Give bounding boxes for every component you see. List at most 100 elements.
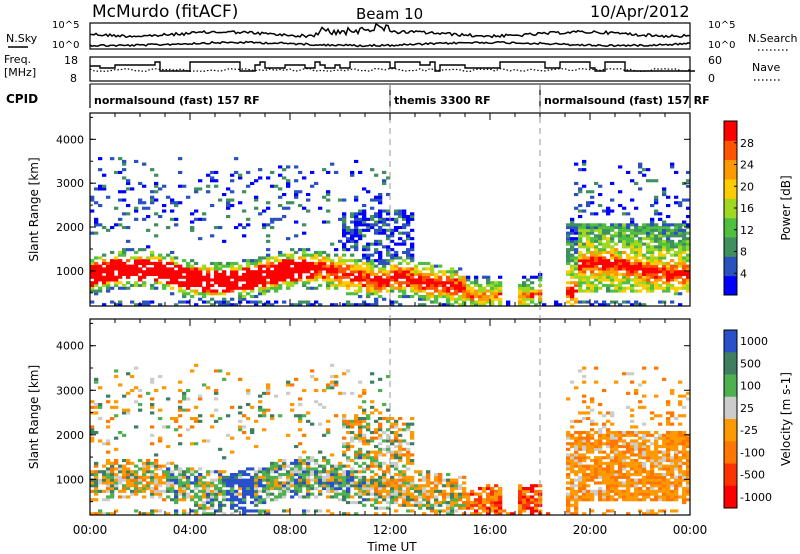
heatmap-cell <box>366 450 371 454</box>
heatmap-cell <box>214 289 219 293</box>
heatmap-cell <box>590 475 595 479</box>
heatmap-cell <box>122 475 127 479</box>
heatmap-cell <box>670 162 675 166</box>
heatmap-cell <box>646 495 651 499</box>
heatmap-cell <box>290 383 295 387</box>
heatmap-cell <box>378 481 383 485</box>
heatmap-cell <box>598 473 603 477</box>
heatmap-cell <box>330 467 335 471</box>
heatmap-cell <box>158 436 163 440</box>
heatmap-cell <box>206 470 211 474</box>
heatmap-cell <box>246 261 251 265</box>
heatmap-cell <box>678 478 683 482</box>
heatmap-cell <box>182 481 187 485</box>
heatmap-cell <box>354 159 359 163</box>
heatmap-cell <box>682 442 687 446</box>
heatmap-cell <box>362 245 367 249</box>
heatmap-cell <box>674 270 679 274</box>
heatmap-cell <box>474 281 479 285</box>
heatmap-cell <box>206 278 211 282</box>
heatmap-cell <box>222 495 227 499</box>
heatmap-cell <box>346 283 351 287</box>
heatmap-cell <box>522 297 527 301</box>
heatmap-cell <box>662 261 667 265</box>
heatmap-cell <box>282 484 287 488</box>
heatmap-cell <box>402 470 407 474</box>
heatmap-cell <box>278 264 283 268</box>
y-tick-label: 3000 <box>56 177 84 190</box>
heatmap-cell <box>290 478 295 482</box>
heatmap-cell <box>682 228 687 232</box>
heatmap-cell <box>586 456 591 460</box>
heatmap-cell <box>162 386 167 390</box>
heatmap-cell <box>394 433 399 437</box>
heatmap-cell <box>126 204 131 208</box>
heatmap-cell <box>686 397 691 401</box>
heatmap-cell <box>202 264 207 268</box>
heatmap-cell <box>294 193 299 197</box>
colorbar-swatch <box>724 179 737 199</box>
heatmap-cell <box>422 498 427 502</box>
heatmap-cell <box>642 275 647 279</box>
heatmap-cell <box>454 289 459 293</box>
heatmap-cell <box>686 223 691 227</box>
heatmap-cell <box>118 272 123 276</box>
heatmap-cell <box>398 237 403 241</box>
heatmap-cell <box>238 484 243 488</box>
heatmap-cell <box>342 470 347 474</box>
heatmap-cell <box>518 495 523 499</box>
heatmap-cell <box>326 461 331 465</box>
heatmap-cell <box>246 391 251 395</box>
heatmap-cell <box>366 295 371 299</box>
heatmap-cell <box>678 270 683 274</box>
heatmap-cell <box>598 270 603 274</box>
heatmap-cell <box>222 456 227 460</box>
heatmap-cell <box>370 498 375 502</box>
heatmap-cell <box>366 259 371 263</box>
heatmap-cell <box>434 281 439 285</box>
heatmap-cell <box>574 484 579 488</box>
heatmap-cell <box>334 261 339 265</box>
heatmap-cell <box>194 303 199 307</box>
heatmap-cell <box>306 303 311 307</box>
heatmap-cell <box>258 289 263 293</box>
heatmap-cell <box>342 248 347 252</box>
heatmap-cell <box>346 239 351 243</box>
heatmap-cell <box>406 450 411 454</box>
heatmap-cell <box>294 278 299 282</box>
heatmap-cell <box>266 481 271 485</box>
heatmap-cell <box>566 464 571 468</box>
heatmap-cell <box>638 445 643 449</box>
heatmap-cell <box>278 259 283 263</box>
heatmap-cell <box>634 467 639 471</box>
heatmap-cell <box>174 481 179 485</box>
heatmap-cell <box>314 459 319 463</box>
heatmap-cell <box>434 512 439 516</box>
heatmap-cell <box>402 473 407 477</box>
heatmap-cell <box>326 170 331 174</box>
heatmap-cell <box>202 475 207 479</box>
heatmap-cell <box>266 478 271 482</box>
heatmap-cell <box>422 272 427 276</box>
heatmap-cell <box>658 267 663 271</box>
heatmap-cell <box>366 484 371 488</box>
heatmap-cell <box>534 275 539 279</box>
heatmap-cell <box>218 261 223 265</box>
heatmap-cell <box>126 281 131 285</box>
heatmap-cell <box>382 475 387 479</box>
heatmap-cell <box>114 447 119 451</box>
heatmap-cell <box>410 270 415 274</box>
heatmap-cell <box>590 231 595 235</box>
heatmap-cell <box>174 201 179 205</box>
heatmap-cell <box>398 226 403 230</box>
heatmap-cell <box>110 464 115 468</box>
heatmap-cell <box>326 267 331 271</box>
heatmap-cell <box>654 459 659 463</box>
heatmap-cell <box>330 281 335 285</box>
heatmap-cell <box>578 256 583 260</box>
heatmap-cell <box>170 478 175 482</box>
heatmap-cell <box>678 281 683 285</box>
heatmap-cell <box>566 248 571 252</box>
heatmap-cell <box>370 478 375 482</box>
heatmap-cell <box>450 481 455 485</box>
